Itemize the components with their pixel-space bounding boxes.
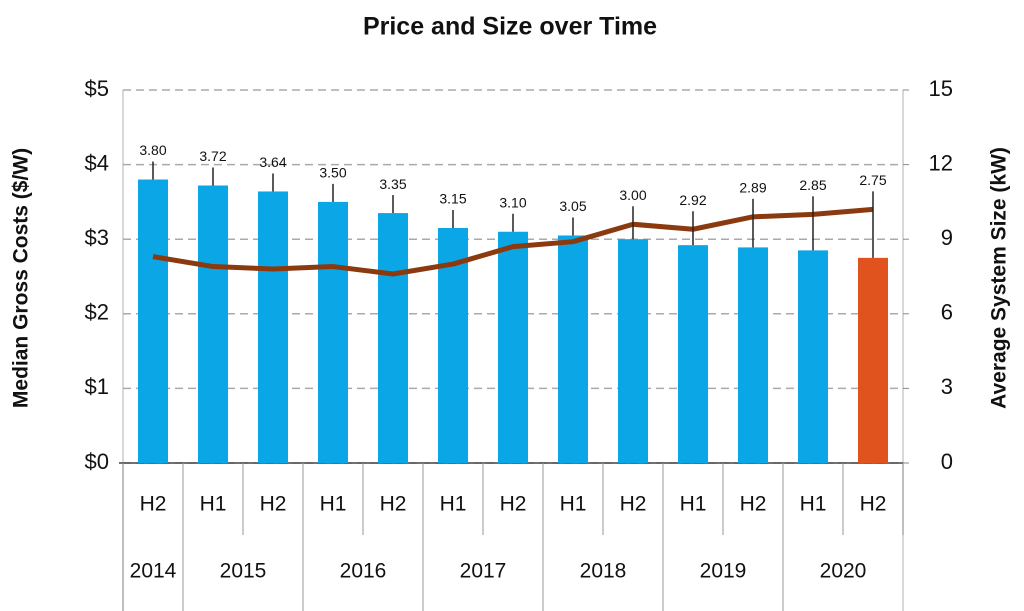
value-label: 3.50: [319, 165, 346, 181]
group-label: 2019: [700, 560, 747, 583]
bar: [378, 213, 408, 463]
y2-tick-label: 6: [941, 300, 953, 325]
value-label: 3.72: [199, 148, 226, 164]
x-tick-label: H1: [800, 493, 827, 516]
y-axis-title: Median Gross Costs ($/W): [10, 148, 33, 408]
value-label: 2.85: [799, 177, 826, 193]
bar: [798, 250, 828, 463]
x-tick-label: H1: [320, 493, 347, 516]
bar: [318, 201, 348, 463]
y-tick-label: $2: [85, 300, 109, 325]
bar: [498, 231, 528, 463]
bar: [138, 179, 168, 463]
value-label: 3.00: [619, 187, 646, 203]
y-tick-label: $0: [85, 449, 109, 474]
x-tick-label: H2: [740, 493, 767, 516]
value-label: 2.92: [679, 192, 706, 208]
x-tick-label: H1: [560, 493, 587, 516]
x-tick-label: H2: [500, 493, 527, 516]
value-label: 3.10: [499, 194, 526, 210]
bar: [258, 191, 288, 463]
x-tick-label: H2: [260, 493, 287, 516]
y2-tick-label: 0: [941, 449, 953, 474]
y2-tick-label: 12: [929, 150, 953, 175]
y-tick-label: $5: [85, 76, 109, 101]
group-label: 2014: [130, 560, 177, 583]
group-label: 2017: [460, 560, 507, 583]
bar: [558, 235, 588, 463]
value-label: 3.80: [139, 142, 166, 158]
y2-tick-label: 9: [941, 225, 953, 250]
bar: [618, 239, 648, 463]
chart-title: Price and Size over Time: [363, 13, 657, 41]
y-tick-label: $3: [85, 225, 109, 250]
y-tick-label: $1: [85, 374, 109, 399]
value-label: 3.15: [439, 191, 466, 207]
x-tick-label: H1: [680, 493, 707, 516]
value-label: 2.75: [859, 172, 886, 188]
value-label: 3.05: [559, 198, 586, 214]
group-label: 2020: [820, 560, 867, 583]
y2-axis-title: Average System Size (kW): [988, 147, 1011, 409]
y2-tick-label: 15: [929, 76, 953, 101]
bar: [738, 247, 768, 463]
x-tick-label: H2: [380, 493, 407, 516]
value-label: 2.89: [739, 180, 766, 196]
x-tick-label: H2: [620, 493, 647, 516]
group-label: 2018: [580, 560, 627, 583]
y2-tick-label: 3: [941, 374, 953, 399]
value-label: 3.35: [379, 176, 406, 192]
bar: [858, 257, 888, 463]
x-tick-label: H2: [860, 493, 887, 516]
value-label: 3.64: [259, 154, 286, 170]
y-tick-label: $4: [85, 150, 109, 175]
x-tick-label: H1: [440, 493, 467, 516]
bar: [198, 185, 228, 463]
bar: [678, 245, 708, 463]
group-label: 2015: [220, 560, 267, 583]
x-tick-label: H1: [200, 493, 227, 516]
x-tick-label: H2: [140, 493, 167, 516]
group-label: 2016: [340, 560, 387, 583]
